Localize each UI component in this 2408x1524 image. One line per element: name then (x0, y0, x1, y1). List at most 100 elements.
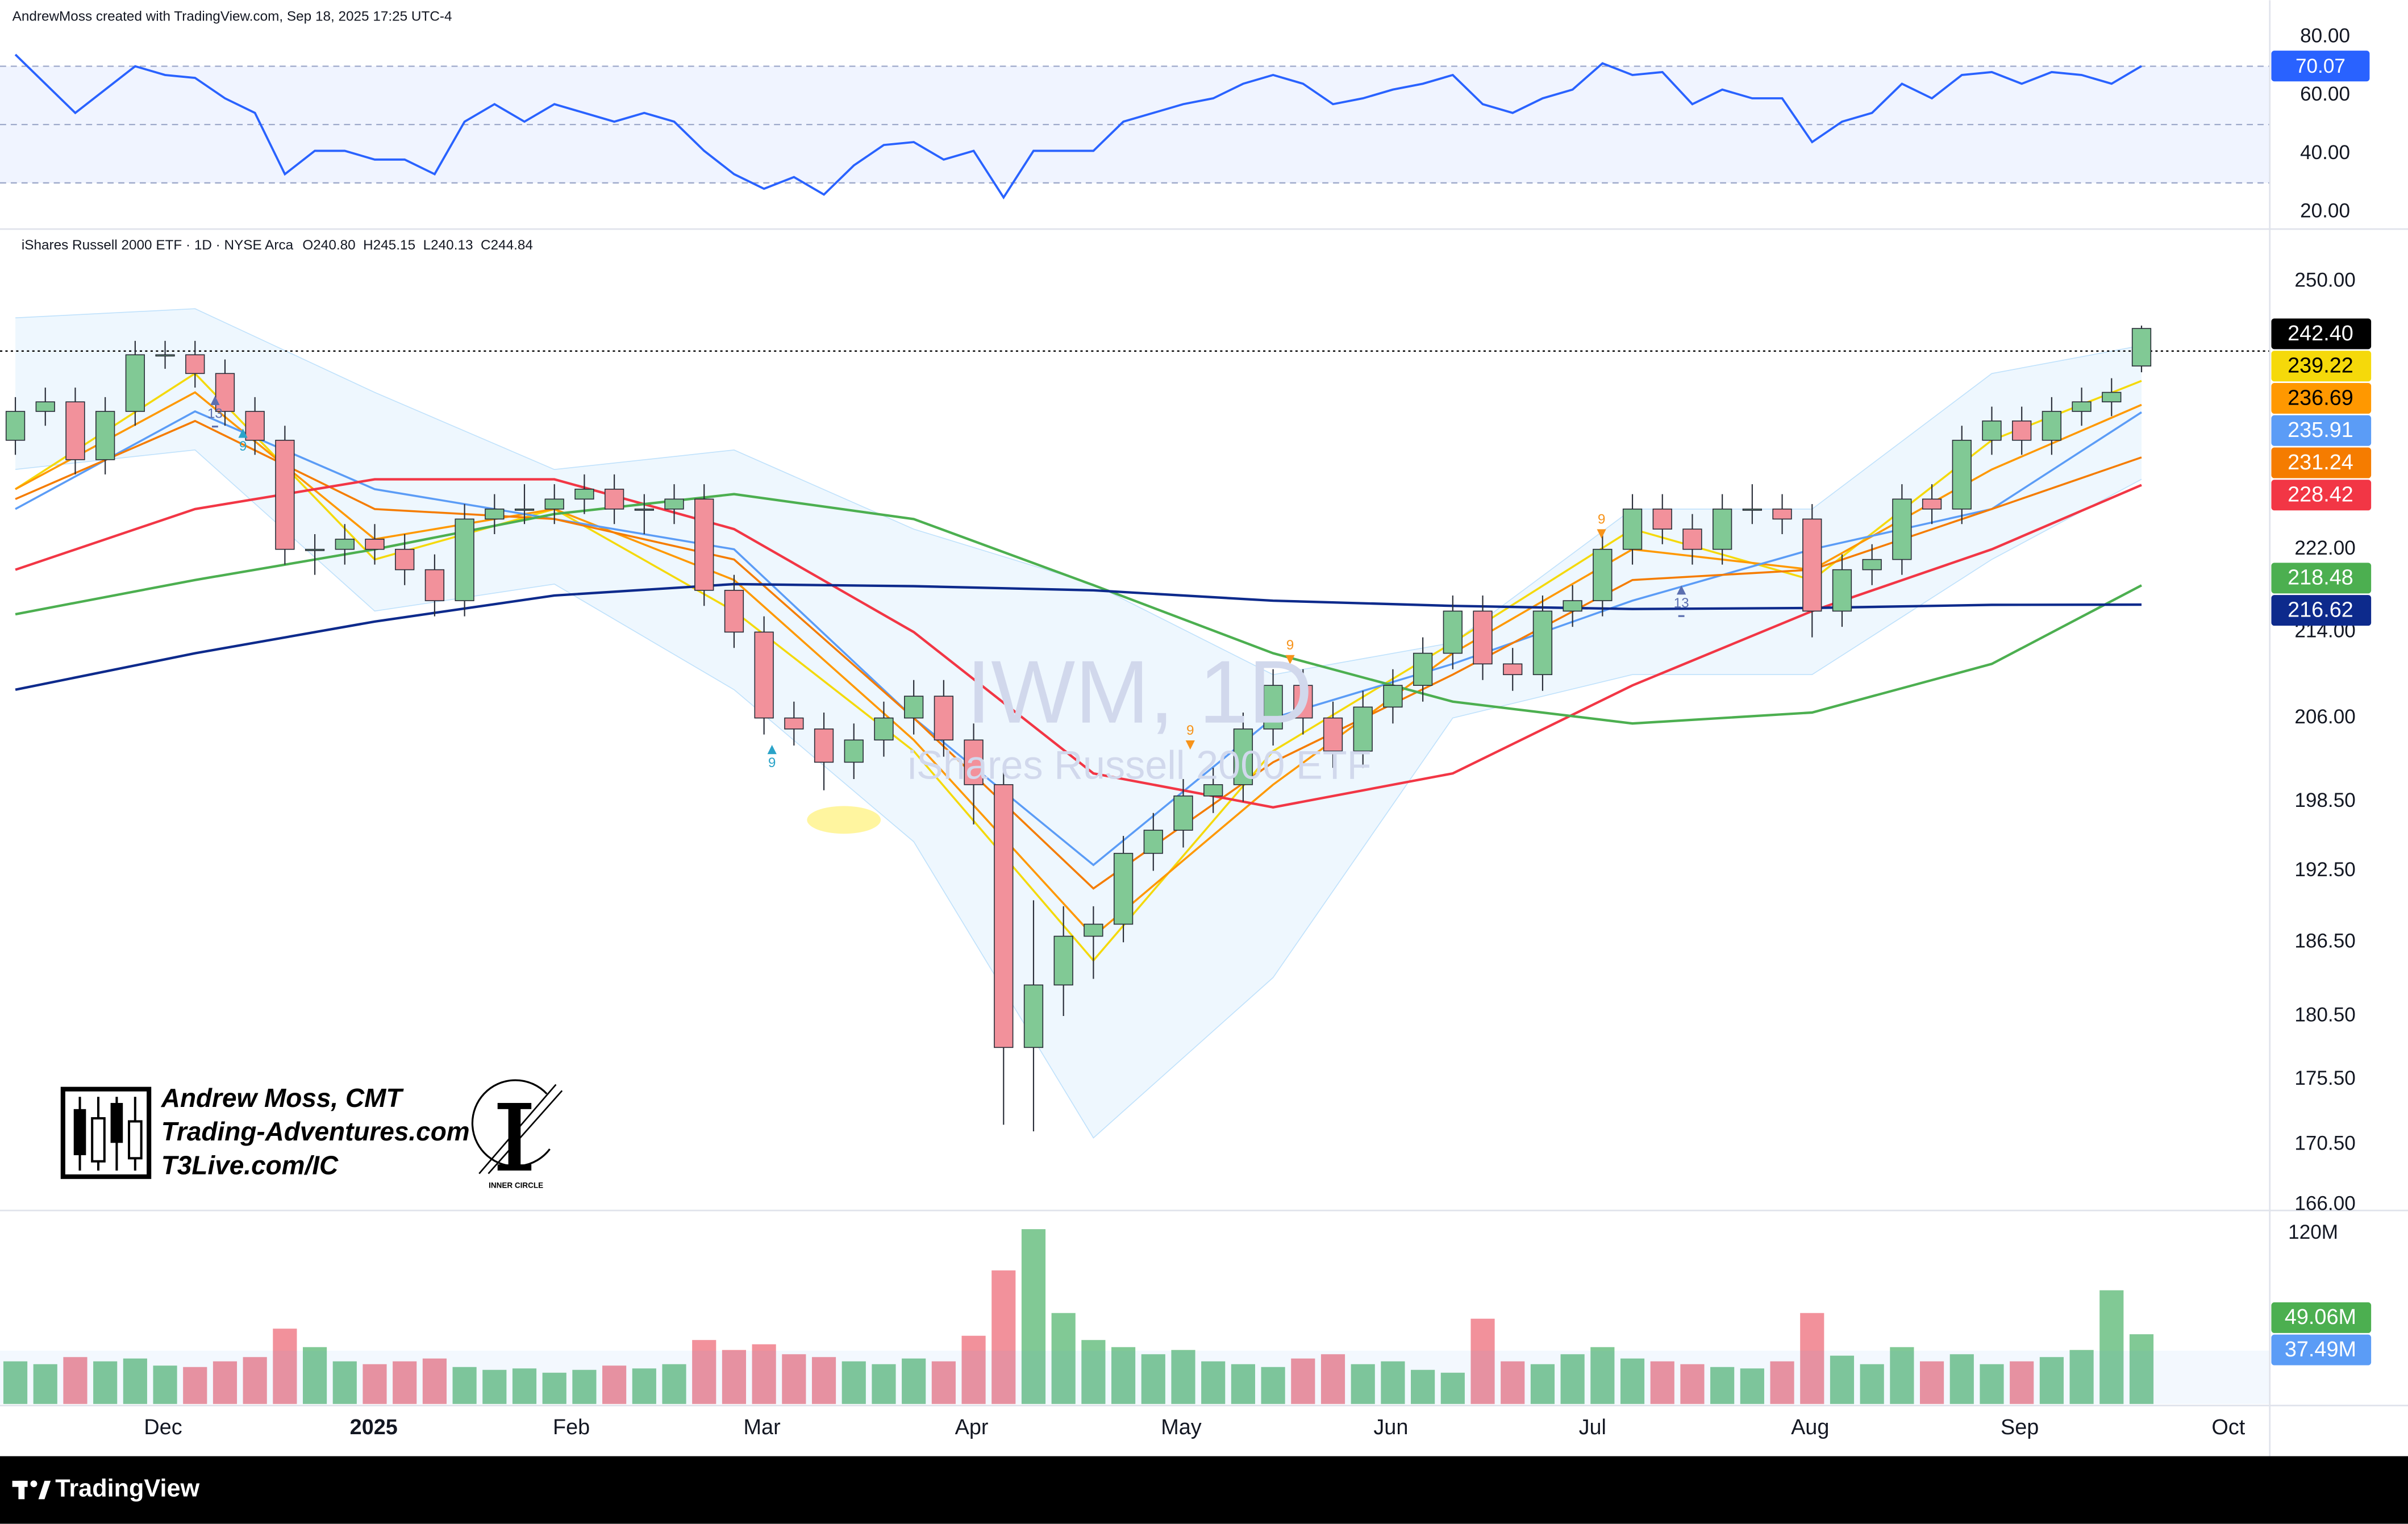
branding-logo (60, 1086, 152, 1179)
volume-bar (1560, 1354, 1585, 1404)
candle-body (1772, 509, 1792, 520)
footer-brand: TradingView (55, 1475, 199, 1502)
volume-bar (1919, 1361, 1944, 1404)
x-tick-label: 2025 (350, 1415, 398, 1439)
candle-body (275, 439, 295, 550)
volume-bar (153, 1365, 177, 1404)
candle-body (1922, 498, 1942, 510)
volume-bar (512, 1368, 537, 1404)
candle-body (1742, 509, 1763, 511)
legend-title: iShares Russell 2000 ETF · 1D · NYSE Arc… (22, 238, 294, 253)
candle-body (1952, 439, 1972, 510)
marker-label: 13 (1674, 596, 1689, 611)
volume-average (0, 1351, 2270, 1404)
volume-bar (632, 1368, 656, 1404)
volume-bar (1770, 1361, 1794, 1404)
candle-body (724, 590, 744, 633)
branding-link: T3Live.com/IC (161, 1151, 339, 1180)
rsi-badge-label: 70.07 (2295, 55, 2345, 77)
volume-bar (1051, 1313, 1076, 1404)
candle-body (1713, 509, 1732, 550)
volume-bar (2039, 1357, 2064, 1404)
volume-bar (1440, 1372, 1465, 1404)
marker-arrow (1285, 655, 1295, 664)
volume-bar (1291, 1358, 1315, 1404)
candle-body (455, 518, 474, 601)
candle-body (514, 509, 535, 511)
volume-bar (303, 1347, 327, 1404)
volume-bar (572, 1369, 597, 1404)
candle-body (2012, 420, 2032, 441)
volume-bar (1680, 1364, 1705, 1404)
candle-body (365, 539, 385, 550)
candle-body (1622, 509, 1643, 550)
volume-bar (782, 1354, 806, 1404)
price-badge (2271, 563, 2372, 594)
candle-body (664, 498, 684, 510)
volume-bar (2069, 1350, 2094, 1404)
footer (0, 1456, 2408, 1524)
price-badge-label: 231.24 (2288, 451, 2353, 474)
candle-body (1173, 795, 1193, 831)
volume-bar (841, 1361, 866, 1404)
candle-body (1084, 923, 1103, 937)
candle-body (1143, 830, 1163, 854)
price-pane: 13 9 9 9 9 9 13 (0, 308, 2270, 1139)
volume-bar (722, 1350, 747, 1404)
price-badge (2271, 318, 2372, 349)
volume-bar (243, 1357, 267, 1404)
volume-bar (1740, 1368, 1764, 1404)
watermark-name: iShares Russell 2000 ETF (907, 742, 1371, 787)
marker-label: 9 (1186, 723, 1194, 738)
rsi-tick-label: 80.00 (2300, 25, 2350, 47)
marker-arrow (1597, 529, 1606, 539)
volume-bar (1800, 1313, 1824, 1404)
candle-body (1023, 984, 1044, 1048)
volume-bar (1590, 1347, 1615, 1404)
volume-bar (1351, 1364, 1375, 1404)
candle-body (574, 489, 594, 500)
legend-low: L240.13 (423, 238, 473, 253)
candle-body (2072, 401, 2092, 412)
candle-body (694, 498, 714, 591)
volume-bar (1530, 1364, 1555, 1404)
candle-body (544, 498, 564, 510)
candle-body (1263, 685, 1283, 730)
volume-bar (1320, 1354, 1345, 1404)
volume-bar (452, 1367, 477, 1404)
candle-body (934, 696, 954, 741)
volume-bar (1141, 1354, 1165, 1404)
rsi-tick-label: 20.00 (2300, 200, 2350, 222)
x-tick-label: Feb (553, 1415, 590, 1439)
volume-bar (33, 1364, 57, 1404)
volume-bar (213, 1361, 238, 1404)
candle-body (1503, 663, 1523, 676)
marker-label: 13 (207, 406, 223, 421)
volume-bar (363, 1364, 387, 1404)
volume-bar (2099, 1290, 2124, 1404)
volume-pane (0, 1229, 2270, 1404)
candle-body (1233, 728, 1253, 785)
candle-body (604, 489, 624, 510)
candle-body (424, 569, 445, 601)
volume-bar (123, 1358, 147, 1404)
candle-body (245, 411, 265, 441)
candle-body (1203, 784, 1223, 797)
inner-circle-logo (471, 1079, 563, 1175)
volume-bar (1501, 1361, 1525, 1404)
price-badge (2271, 447, 2372, 478)
footer-logo (12, 1480, 51, 1500)
candle-body (784, 717, 804, 730)
volume-bar (1381, 1361, 1405, 1404)
legend-close: C244.84 (481, 238, 533, 253)
volume-bar (63, 1357, 88, 1404)
rsi-pane (0, 53, 2270, 200)
candle-body (1593, 548, 1613, 601)
candle-body (65, 401, 85, 460)
x-tick-label: Oct (2211, 1415, 2245, 1439)
x-tick-label: Sep (2001, 1415, 2039, 1439)
rsi-badge (2271, 51, 2370, 82)
y-tick-label: 186.50 (2294, 930, 2355, 952)
volume-bar (602, 1365, 627, 1404)
